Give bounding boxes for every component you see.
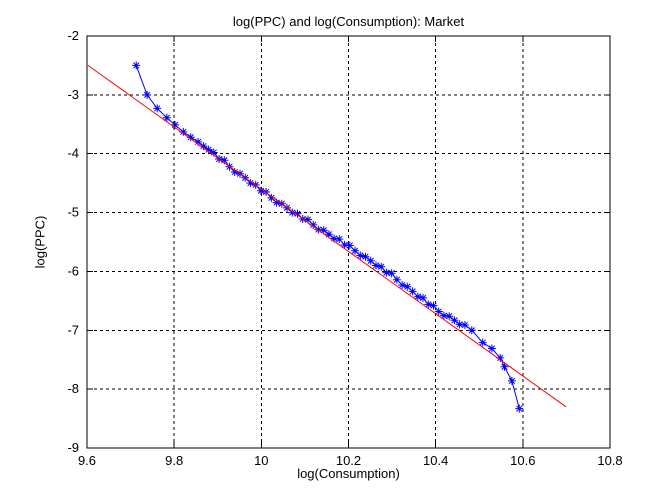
svg-text:10: 10 <box>254 453 268 468</box>
svg-text:9.6: 9.6 <box>78 453 96 468</box>
svg-text:10.4: 10.4 <box>423 453 448 468</box>
svg-text:-3: -3 <box>67 87 79 102</box>
svg-text:-6: -6 <box>67 263 79 278</box>
svg-text:10.6: 10.6 <box>510 453 535 468</box>
chart-title: log(PPC) and log(Consumption): Market <box>232 14 465 29</box>
svg-text:-8: -8 <box>67 381 79 396</box>
svg-text:9.8: 9.8 <box>165 453 183 468</box>
svg-text:-5: -5 <box>67 205 79 220</box>
fit-line <box>87 64 567 408</box>
tick-labels: 9.6 9.8 10 10.2 10.4 10.6 10.8 -9 -8 -7 -6 -5 -4 -3 -2 <box>67 28 622 468</box>
svg-text:10.8: 10.8 <box>597 453 622 468</box>
svg-text:-9: -9 <box>67 440 79 455</box>
gridlines <box>88 37 609 447</box>
svg-text:-4: -4 <box>67 146 79 161</box>
tick-marks <box>86 35 611 449</box>
svg-text:-7: -7 <box>67 322 79 337</box>
svg-text:10.2: 10.2 <box>336 453 361 468</box>
x-axis-label: log(Consumption) <box>297 466 400 481</box>
svg-text:-2: -2 <box>67 28 79 43</box>
